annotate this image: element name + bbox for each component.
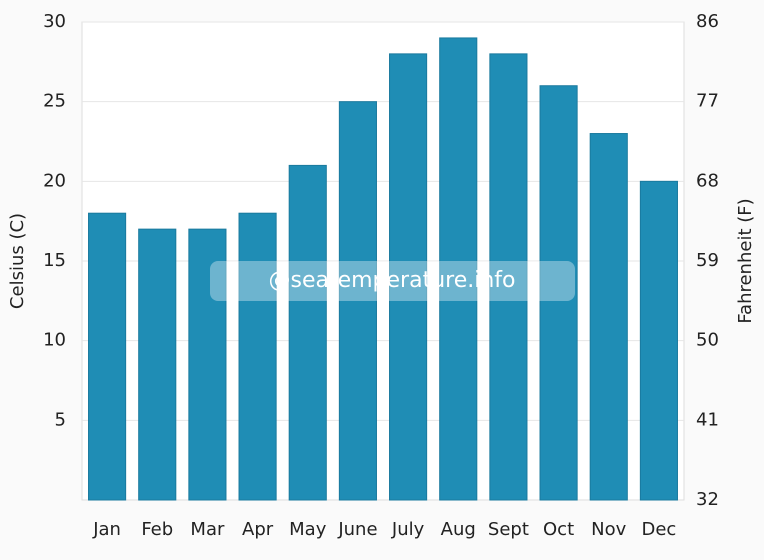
bar <box>639 180 678 501</box>
bar <box>188 228 227 501</box>
bar <box>539 85 578 501</box>
bar <box>288 164 327 501</box>
bar <box>489 53 528 501</box>
y-tick-label: 25 <box>43 91 66 112</box>
y2-tick-label: 41 <box>696 409 719 430</box>
y-axis-title: Celsius (C) <box>7 213 28 309</box>
bar <box>589 133 628 501</box>
x-tick-label: Sept <box>488 519 529 540</box>
y-tick-label: 10 <box>43 330 66 351</box>
watermark: @seatemperature.info <box>268 268 515 293</box>
bar <box>138 228 177 501</box>
bar <box>439 37 478 501</box>
x-tick-label: Nov <box>591 519 626 540</box>
x-tick-label: Aug <box>441 519 476 540</box>
y2-tick-label: 68 <box>696 170 719 191</box>
y-tick-label: 20 <box>43 170 66 191</box>
y2-tick-label: 59 <box>696 250 719 271</box>
y2-tick-label: 86 <box>696 11 719 32</box>
x-tick-label: June <box>337 519 377 540</box>
bar <box>88 212 127 501</box>
y2-tick-label: 32 <box>696 489 719 510</box>
x-tick-label: July <box>391 519 425 540</box>
x-tick-label: Oct <box>543 519 574 540</box>
y-tick-label: 5 <box>55 409 66 430</box>
bar <box>238 212 277 501</box>
x-tick-label: May <box>289 519 327 540</box>
x-tick-label: Apr <box>242 519 274 540</box>
x-tick-label: Jan <box>92 519 121 540</box>
x-tick-label: Feb <box>141 519 173 540</box>
x-tick-label: Mar <box>190 519 225 540</box>
y2-tick-label: 77 <box>696 91 719 112</box>
bar <box>389 53 428 501</box>
y2-tick-label: 50 <box>696 330 719 351</box>
y2-axis-title: Fahrenheit (F) <box>735 198 756 323</box>
watermark-box <box>210 261 575 301</box>
x-tick-label: Dec <box>641 519 676 540</box>
y-tick-label: 15 <box>43 250 66 271</box>
bar <box>338 101 377 501</box>
y-tick-label: 30 <box>43 11 66 32</box>
